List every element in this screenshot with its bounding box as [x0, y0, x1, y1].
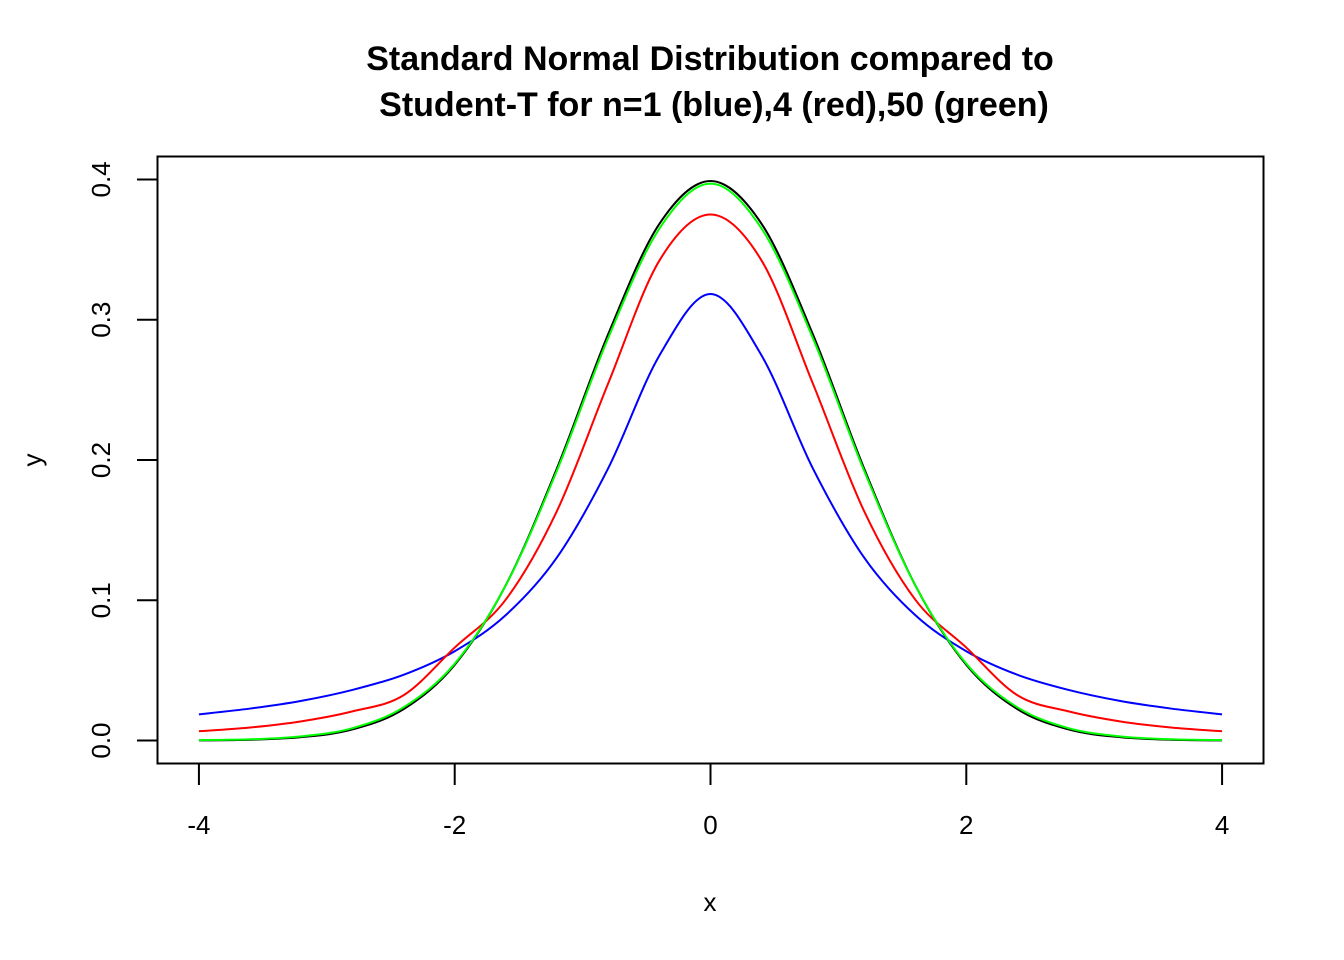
chart-title-line-2: Student-T for n=1 (blue),4 (red),50 (gre… — [379, 86, 1049, 124]
series-line-0 — [198, 179, 1223, 742]
x-tick-label: 2 — [959, 810, 973, 840]
y-axis-label: y — [17, 454, 47, 467]
series-layer — [198, 179, 1223, 742]
series-line-1 — [198, 293, 1223, 716]
chart-title-line-1: Standard Normal Distribution compared to — [366, 40, 1054, 78]
y-tick-label: 0.1 — [86, 582, 116, 618]
y-tick-label: 0.0 — [86, 722, 116, 758]
y-tick-label: 0.3 — [86, 302, 116, 338]
y-tick-label: 0.2 — [86, 442, 116, 478]
x-tick-label: 4 — [1215, 810, 1229, 840]
x-axis-label: x — [704, 887, 717, 917]
series-line-2 — [198, 213, 1223, 733]
x-tick-label: -2 — [443, 810, 466, 840]
x-tick-label: 0 — [703, 810, 717, 840]
series-line-3 — [198, 182, 1223, 742]
y-axis: 0.0 0.1 0.2 0.3 0.4 — [86, 161, 159, 759]
y-tick-label: 0.4 — [86, 161, 116, 197]
x-axis: -4 -2 0 2 4 — [187, 762, 1229, 840]
x-tick-label: -4 — [187, 810, 210, 840]
